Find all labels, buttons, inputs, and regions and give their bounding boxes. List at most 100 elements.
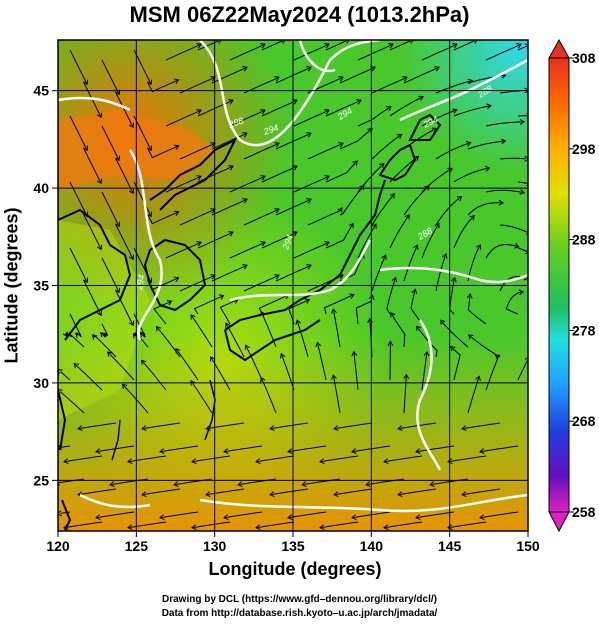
streamline [467, 140, 506, 150]
streamline [95, 511, 135, 519]
colorbar-tick-label: 268 [572, 413, 596, 429]
streamline [316, 342, 327, 381]
streamline [165, 175, 202, 193]
streamline-arrow [476, 244, 482, 250]
colorbar-tick-label: 278 [572, 322, 596, 338]
colorbar-top-arrow [548, 38, 570, 59]
streamline [319, 455, 359, 463]
streamline-arrow [279, 352, 286, 359]
streamline [517, 359, 528, 381]
streamline-arrow [146, 79, 153, 86]
streamline [421, 167, 453, 193]
streamline-arrow [114, 221, 121, 228]
streamline [115, 92, 134, 128]
streamline-arrow [479, 448, 485, 455]
streamline [332, 309, 341, 348]
streamline-arrow [424, 185, 430, 191]
streamline [293, 109, 330, 127]
streamline [191, 521, 231, 529]
streamline [353, 351, 359, 391]
streamline-arrow [225, 322, 231, 328]
streamline-arrow [333, 425, 339, 432]
streamline [211, 198, 248, 216]
streamline-arrow [447, 458, 453, 465]
streamline [69, 49, 88, 85]
streamline-arrow [121, 383, 128, 389]
streamline [179, 208, 216, 226]
streamline [115, 224, 134, 260]
streamline-arrow [166, 300, 173, 306]
streamline-arrow [356, 99, 362, 105]
streamline-arrow [371, 223, 377, 229]
streamline-arrow [484, 165, 491, 172]
streamline [245, 344, 263, 381]
streamline [261, 231, 298, 249]
streamline [243, 274, 280, 292]
streamline [324, 294, 355, 315]
streamline [165, 241, 202, 259]
streamline-arrow [173, 481, 179, 488]
streamline [383, 521, 423, 529]
streamline [461, 488, 501, 496]
streamline-arrow [397, 491, 403, 498]
streamline-arrow [368, 294, 375, 301]
streamline [165, 109, 202, 127]
streamline-arrow [351, 448, 357, 455]
colorbar-tick-label: 298 [572, 141, 596, 157]
streamline [69, 313, 82, 338]
streamline [147, 211, 179, 225]
streamline [197, 99, 234, 117]
streamline-arrow [292, 99, 298, 105]
streamline [258, 294, 289, 315]
streamline-arrow [114, 89, 121, 96]
streamline-arrow [391, 276, 398, 283]
streamline-arrow [474, 40, 478, 44]
streamline-arrow [413, 244, 419, 250]
streamline [403, 185, 430, 216]
streamline [288, 299, 310, 325]
streamline-arrow [58, 510, 62, 517]
streamline-arrow [452, 108, 458, 114]
streamline-arrow [500, 138, 507, 145]
streamline-arrow [223, 448, 229, 455]
x-tick-label: 130 [203, 538, 227, 554]
streamline-arrow [301, 481, 307, 488]
streamline [69, 247, 88, 283]
streamline [485, 121, 525, 127]
streamline-arrow [337, 207, 343, 213]
streamline-arrow [196, 43, 202, 49]
streamline-arrow [205, 491, 211, 498]
streamline [229, 175, 266, 193]
streamline-arrow [306, 66, 312, 72]
streamline [59, 391, 85, 414]
streamline-arrow [140, 359, 147, 366]
streamline-arrow [498, 199, 504, 206]
streamline [389, 156, 419, 183]
streamline-arrow [223, 514, 229, 521]
streamline-arrow [109, 481, 115, 488]
streamline [307, 207, 343, 226]
streamline [450, 346, 461, 381]
streamline [127, 455, 167, 463]
streamline-arrow [306, 198, 312, 204]
streamline [421, 223, 440, 259]
streamline [390, 312, 406, 348]
streamline [293, 241, 330, 259]
streamline-arrow [397, 425, 403, 432]
streamline [467, 244, 481, 282]
streamline [421, 109, 457, 127]
streamline-arrow [155, 325, 162, 332]
streamline-arrow [388, 43, 394, 49]
streamline [147, 79, 179, 93]
streamline-arrow [274, 208, 280, 214]
x-tick-label: 145 [438, 538, 462, 554]
streamline [197, 231, 234, 249]
streamline [517, 181, 528, 184]
streamline [133, 49, 152, 85]
streamline [190, 314, 213, 348]
streamline [133, 313, 146, 338]
streamline [403, 244, 418, 282]
streamline [461, 422, 501, 430]
streamline [403, 374, 407, 414]
